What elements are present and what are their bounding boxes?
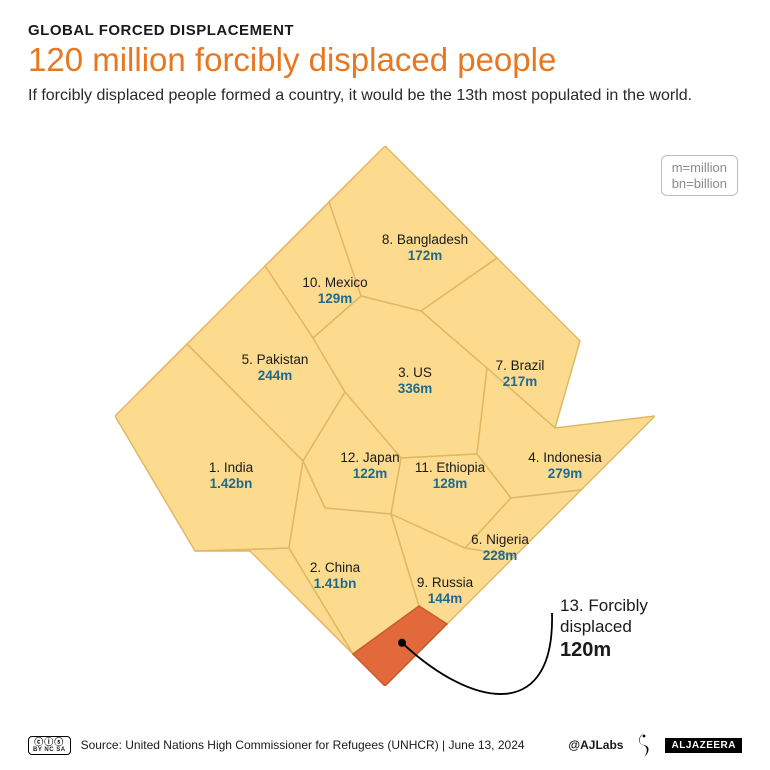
- cc-badge: ⓒⓘⓢ BY NC SA: [28, 736, 71, 755]
- source-text: Source: United Nations High Commissioner…: [81, 738, 525, 752]
- callout-value: 120m: [560, 639, 611, 661]
- highlight-callout: 13. Forcibly displaced 120m: [560, 595, 648, 663]
- subtitle: If forcibly displaced people formed a co…: [28, 85, 708, 107]
- callout-line2: displaced: [560, 617, 632, 636]
- brand-badge: ALJAZEERA: [665, 738, 742, 753]
- handle: @AJLabs: [568, 738, 623, 752]
- page-title: 120 million forcibly displaced people: [28, 41, 742, 79]
- cc-icons: ⓒⓘⓢ: [34, 738, 64, 747]
- callout-line1: 13. Forcibly: [560, 596, 648, 615]
- aljazeera-logo-icon: [633, 732, 655, 758]
- header: GLOBAL FORCED DISPLACEMENT 120 million f…: [0, 0, 770, 107]
- footer: ⓒⓘⓢ BY NC SA Source: United Nations High…: [28, 732, 742, 758]
- legend-line-m: m=million: [672, 160, 727, 176]
- units-legend: m=million bn=billion: [661, 155, 738, 196]
- cc-text: BY NC SA: [33, 747, 66, 753]
- legend-line-bn: bn=billion: [672, 176, 727, 192]
- kicker: GLOBAL FORCED DISPLACEMENT: [28, 22, 742, 39]
